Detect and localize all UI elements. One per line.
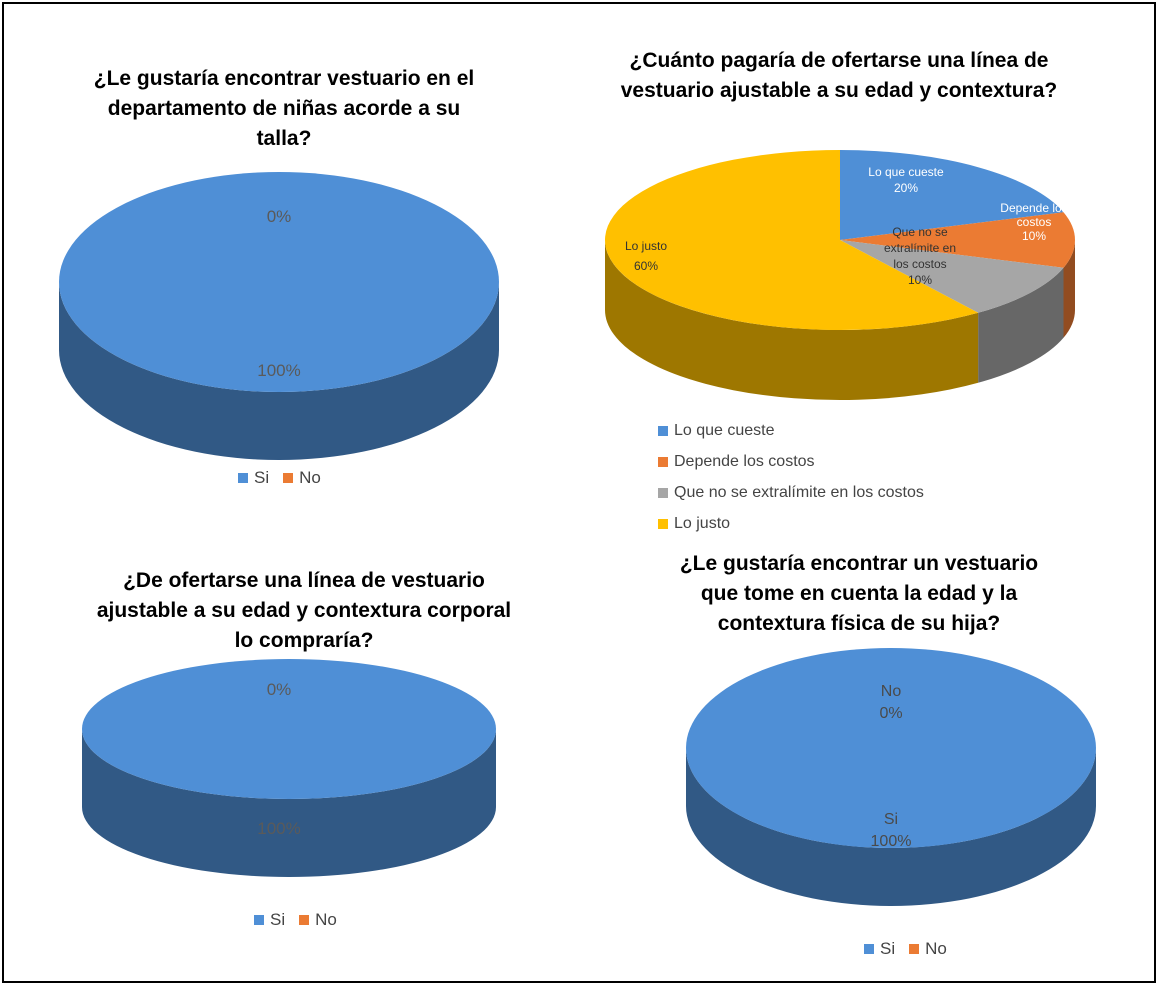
legend-label: Si — [254, 468, 270, 487]
legend-label: Depende los costos — [674, 453, 815, 470]
pie-slice-0 — [82, 659, 496, 799]
chart3-legend-item-no: No — [299, 910, 337, 930]
pie-side-2 — [978, 267, 1064, 383]
chart1-legend: Si No — [238, 468, 321, 488]
chart3-title-line: ¿De ofertarse una línea de vestuario — [123, 569, 485, 592]
legend-label: Si — [270, 910, 286, 929]
legend-swatch — [658, 519, 668, 529]
chart1-title-line: departamento de niñas acorde a su — [107, 97, 461, 120]
legend-swatch — [658, 488, 668, 498]
chart4-title-line: que tome en cuenta la edad y la — [700, 582, 1018, 605]
pie-data-label: 100% — [257, 361, 300, 380]
legend-swatch — [238, 473, 248, 483]
legend-label: No — [925, 939, 947, 958]
chart3-legend: Si No — [254, 910, 337, 930]
chart1-legend-item-si: Si — [238, 468, 269, 488]
pie-side-0 — [59, 282, 499, 460]
pie-slice-0 — [686, 648, 1096, 848]
legend-swatch — [658, 457, 668, 467]
chart2-pie: Lo que cueste 20% Depende los costos 10% Que … — [605, 150, 1075, 400]
legend-label: Lo justo — [674, 515, 731, 532]
pie-data-label: Depende los costos 10% — [1000, 201, 1067, 243]
legend-label: Que no se extralímite en los costos — [674, 484, 924, 501]
chart1-title-line: talla? — [256, 127, 312, 150]
chart1-pie: 0% 100% — [59, 172, 499, 460]
chart4-title-line: contextura física de su hija? — [717, 612, 1001, 635]
legend-swatch — [254, 915, 264, 925]
chart2-legend: Lo que cueste Depende los costos Que no … — [658, 422, 924, 533]
chart3-pie: 0% 100% — [82, 659, 496, 877]
chart4-legend-item-no: No — [909, 939, 947, 959]
chart2-title: ¿Cuánto pagaría de ofertarse una línea d… — [584, 46, 1094, 106]
pie-data-label: Lo justo 60% — [625, 239, 667, 273]
chart2-legend-item: Lo que cueste — [658, 422, 924, 440]
chart3-legend-item-si: Si — [254, 910, 285, 930]
chart1-legend-item-no: No — [283, 468, 321, 488]
chart1-title-line: ¿Le gustaría encontrar vestuario en el — [93, 67, 475, 90]
pie-slice-0 — [840, 150, 1064, 240]
legend-swatch — [864, 944, 874, 954]
pie-data-label: Si 100% — [871, 811, 912, 850]
pie-data-label: Lo que cueste 20% — [868, 165, 944, 195]
chart3-title-line: lo compraría? — [234, 629, 374, 652]
pie-slice-0 — [59, 172, 499, 392]
chart2-legend-item: Que no se extralímite en los costos — [658, 484, 924, 502]
legend-swatch — [283, 473, 294, 483]
chart2-legend-item: Depende los costos — [658, 453, 924, 471]
pie-data-label: No 0% — [879, 683, 902, 722]
pie-side-1 — [1063, 240, 1075, 338]
legend-swatch — [909, 944, 920, 954]
pie-side-0 — [82, 729, 496, 877]
pie-data-label: Que no se extralímite en los costos 10% — [884, 225, 956, 287]
legend-label: Lo que cueste — [674, 422, 775, 439]
pie-data-label: 100% — [257, 819, 300, 838]
legend-swatch — [299, 915, 310, 925]
chart4-title-line: ¿Le gustaría encontrar un vestuario — [679, 552, 1039, 575]
legend-label: No — [299, 468, 321, 487]
chart4-legend: Si No — [864, 939, 947, 959]
legend-label: Si — [880, 939, 896, 958]
chart4-legend-item-si: Si — [864, 939, 895, 959]
legend-label: No — [315, 910, 337, 929]
chart2-title-line: ¿Cuánto pagaría de ofertarse una línea d… — [629, 49, 1049, 72]
chart2-legend-item: Lo justo — [658, 515, 924, 533]
chart3-title-line: ajustable a su edad y contextura corpora… — [96, 599, 512, 622]
chart1-title: ¿Le gustaría encontrar vestuario en el d… — [24, 64, 544, 154]
pie-data-label: 0% — [267, 207, 292, 226]
chart3-title: ¿De ofertarse una línea de vestuario aju… — [54, 566, 554, 656]
pie-slice-2 — [840, 240, 1064, 313]
pie-slice-1 — [840, 212, 1075, 268]
chart4-pie: No 0% Si 100% — [686, 648, 1096, 906]
pie-side-3 — [605, 240, 979, 400]
pie-slice-3 — [605, 150, 979, 330]
chart2-title-line: vestuario ajustable a su edad y contextu… — [620, 79, 1058, 102]
pie-data-label: 0% — [267, 680, 292, 699]
legend-swatch — [658, 426, 668, 436]
pie-side-0 — [686, 748, 1096, 906]
chart4-title: ¿Le gustaría encontrar un vestuario que … — [644, 549, 1074, 639]
